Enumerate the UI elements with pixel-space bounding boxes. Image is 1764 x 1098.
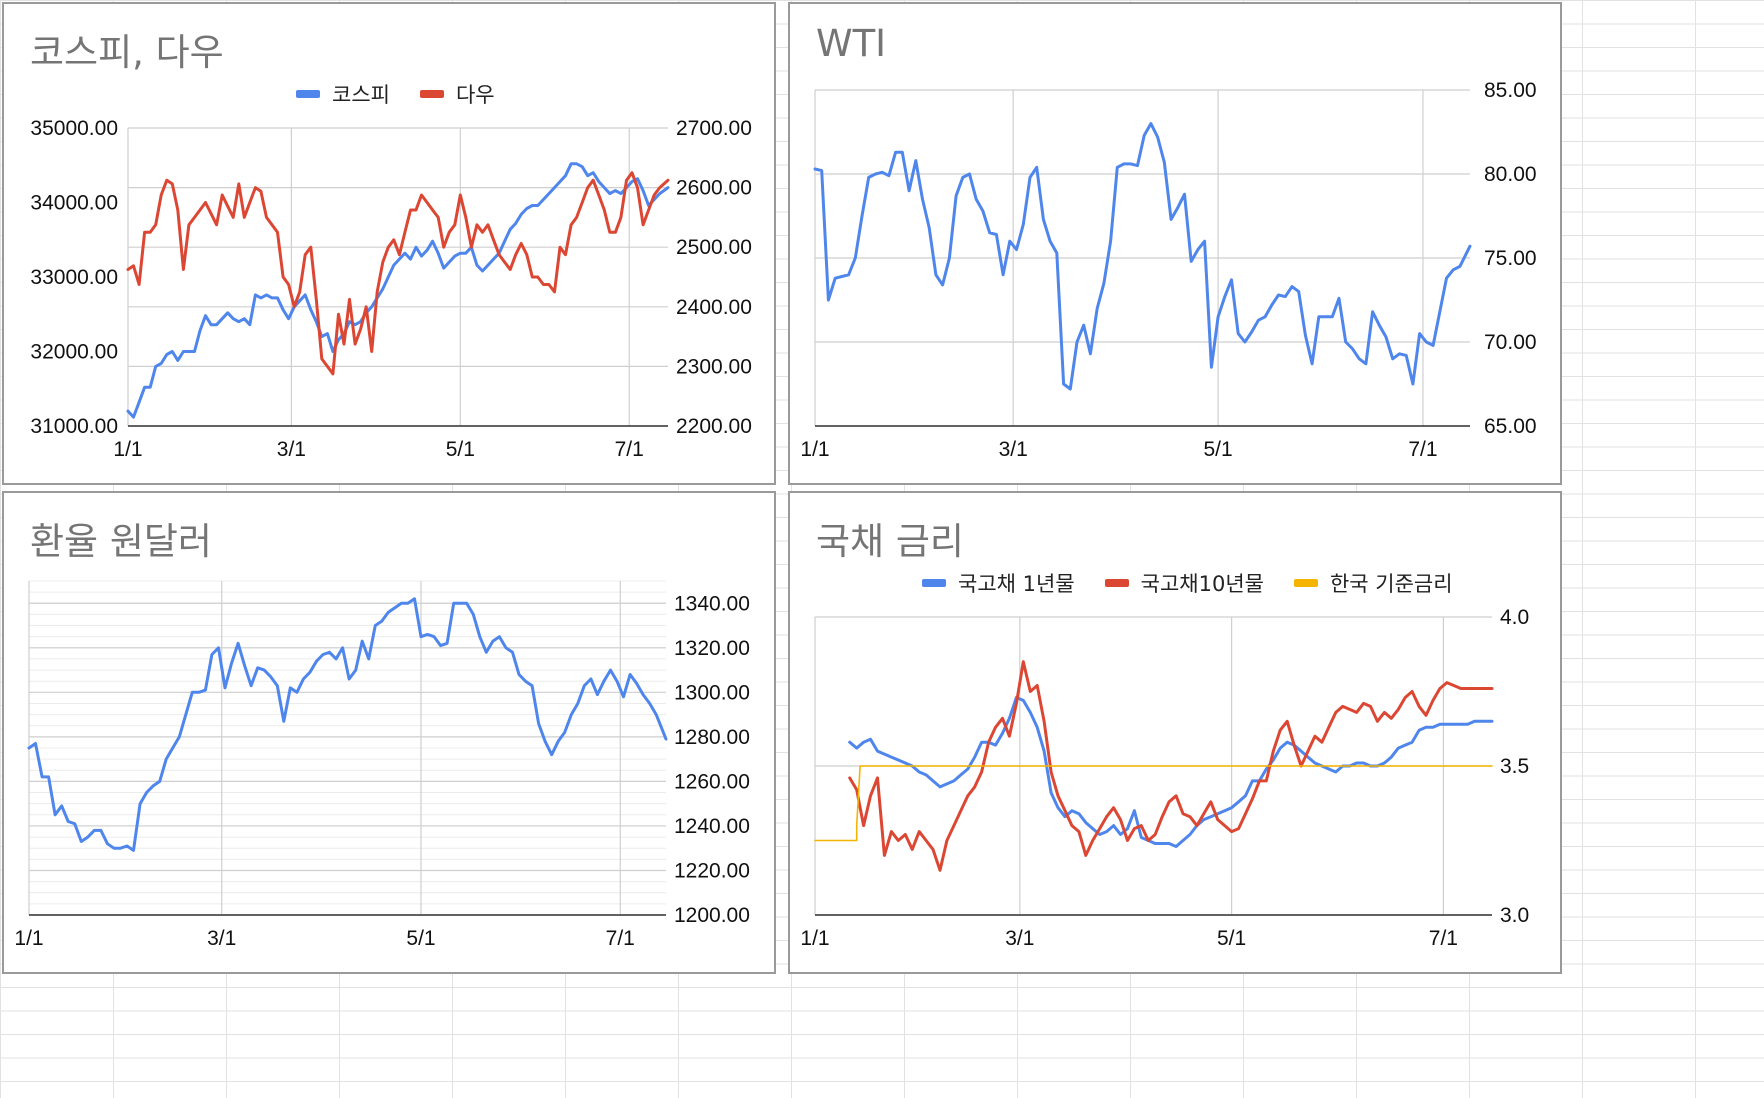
legend-label-10y: 국고채10년물 <box>1140 572 1264 596</box>
y-left-tick-label: 31000.00 <box>30 415 118 438</box>
chart-panel-krw-usd[interactable]: 환율 원달러 1/1 3/1 5/1 7/1 1340.00 1320.00 1300.00… <box>2 491 776 974</box>
chart-plot-krw-usd: 1/1 3/1 5/1 7/1 1340.00 1320.00 1300.00 1280.00… <box>14 580 750 950</box>
y-right-tick-label: 2500.00 <box>676 236 752 259</box>
legend-item-dow: 다우 <box>419 79 495 109</box>
x-tick-label: 5/1 <box>1203 438 1232 461</box>
y-right-tick-label: 1260.00 <box>674 770 750 793</box>
chart-legend: 코스피 다우 <box>296 79 495 109</box>
series-line-0 <box>813 122 1472 391</box>
chart-plot-kospi-dow: 1/1 3/1 5/1 7/1 35000.00 34000.00 33000.00 3200… <box>30 117 752 461</box>
chart-title: 코스피, 다우 <box>30 31 224 74</box>
y-left-tick-label: 35000.00 <box>30 117 118 140</box>
legend-item-1y: 국고채 1년물 <box>922 568 1075 598</box>
legend-item-base: 한국 기준금리 <box>1293 568 1453 598</box>
y-left-tick-label: 32000.00 <box>30 341 118 364</box>
y-left-tick-label: 33000.00 <box>30 266 118 289</box>
x-tick-label: 7/1 <box>1429 927 1458 950</box>
legend-swatch-base <box>1293 579 1318 587</box>
chart-panel-wti[interactable]: WTI 1/1 3/1 5/1 7/1 85.00 80.00 75.00 70.00 65.0… <box>788 2 1562 485</box>
series-line-0 <box>126 162 670 419</box>
legend-item-10y: 국고채10년물 <box>1104 568 1264 598</box>
series-line-0 <box>848 696 1494 848</box>
y-right-tick-label: 80.00 <box>1484 163 1537 186</box>
y-right-tick-label: 85.00 <box>1484 79 1537 102</box>
x-tick-label: 3/1 <box>207 927 236 950</box>
series-line-2 <box>814 765 1493 842</box>
legend-swatch-dow <box>419 90 444 98</box>
legend-label-1y: 국고채 1년물 <box>958 572 1075 596</box>
legend-label-base: 한국 기준금리 <box>1329 572 1453 596</box>
x-tick-label: 7/1 <box>615 438 644 461</box>
x-tick-label: 3/1 <box>277 438 306 461</box>
legend-label-kospi: 코스피 <box>332 83 390 107</box>
y-left-tick-label: 34000.00 <box>30 192 118 215</box>
y-right-tick-label: 3.0 <box>1500 904 1529 927</box>
y-right-tick-label: 1200.00 <box>674 904 750 927</box>
y-right-tick-label: 4.0 <box>1500 606 1529 629</box>
x-tick-label: 5/1 <box>446 438 475 461</box>
series-line-0 <box>27 597 668 852</box>
x-tick-label: 7/1 <box>606 927 635 950</box>
legend-swatch-kospi <box>296 90 320 98</box>
y-right-tick-label: 75.00 <box>1484 247 1537 270</box>
x-tick-label: 1/1 <box>113 438 142 461</box>
x-tick-label: 1/1 <box>800 927 829 950</box>
x-tick-label: 3/1 <box>999 438 1028 461</box>
chart-legend: 국고채 1년물 국고채10년물 한국 기준금리 <box>922 568 1453 598</box>
series-line-1 <box>126 171 670 376</box>
x-tick-label: 5/1 <box>406 927 435 950</box>
x-tick-label: 1/1 <box>14 927 43 950</box>
y-right-tick-label: 2300.00 <box>676 355 752 378</box>
y-right-tick-label: 1220.00 <box>674 859 750 882</box>
y-right-tick-label: 1320.00 <box>674 637 750 660</box>
y-right-tick-label: 2600.00 <box>676 177 752 200</box>
chart-plot-wti: 1/1 3/1 5/1 7/1 85.00 80.00 75.00 70.00 65.00 <box>800 79 1537 461</box>
y-right-tick-label: 70.00 <box>1484 331 1537 354</box>
y-right-tick-label: 2700.00 <box>676 117 752 140</box>
chart-title: 국채 금리 <box>816 520 964 563</box>
y-right-tick-label: 65.00 <box>1484 415 1537 438</box>
legend-item-kospi: 코스피 <box>296 79 390 109</box>
chart-title: 환율 원달러 <box>30 520 212 563</box>
x-tick-label: 3/1 <box>1005 927 1034 950</box>
chart-panel-kospi-dow[interactable]: 코스피, 다우 코스피 다우 1/1 3/1 5/1 7/1 35000.00 34000… <box>2 2 776 485</box>
y-right-tick-label: 1340.00 <box>674 592 750 615</box>
legend-label-dow: 다우 <box>455 83 495 107</box>
x-tick-label: 1/1 <box>800 438 829 461</box>
legend-swatch-1y <box>922 579 946 587</box>
chart-plot-bond-rates: 1/1 3/1 5/1 7/1 4.0 3.5 3.0 <box>800 606 1529 950</box>
y-right-tick-label: 1280.00 <box>674 726 750 749</box>
y-right-tick-label: 1240.00 <box>674 815 750 838</box>
series-line-1 <box>848 660 1494 872</box>
chart-title: WTI <box>816 22 887 65</box>
y-right-tick-label: 2200.00 <box>676 415 752 438</box>
x-tick-label: 7/1 <box>1408 438 1437 461</box>
x-tick-label: 5/1 <box>1217 927 1246 950</box>
y-right-tick-label: 2400.00 <box>676 296 752 319</box>
legend-swatch-10y <box>1104 579 1129 587</box>
chart-panel-bond-rates[interactable]: 국채 금리 국고채 1년물 국고채10년물 한국 기준금리 1/1 3/1 5/1 7… <box>788 491 1562 974</box>
y-right-tick-label: 1300.00 <box>674 681 750 704</box>
y-right-tick-label: 3.5 <box>1500 755 1529 778</box>
